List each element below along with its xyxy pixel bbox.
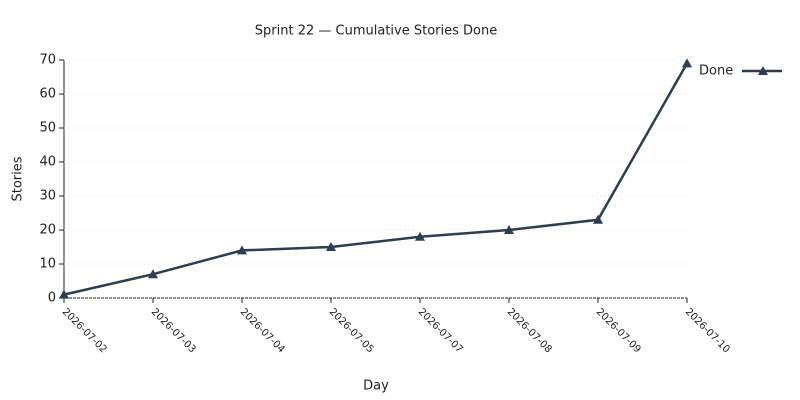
chart-title: Sprint 22 — Cumulative Stories Done bbox=[255, 24, 497, 39]
marker bbox=[59, 289, 69, 299]
y-tick-label: 40 bbox=[39, 155, 56, 170]
marker bbox=[504, 225, 514, 234]
legend-label: Done bbox=[699, 64, 733, 79]
y-tick-label: 60 bbox=[39, 87, 56, 102]
x-tick-label: 2026-07-02 bbox=[60, 306, 109, 355]
x-axis-label: Day bbox=[363, 379, 389, 394]
x-tick-label: 2026-07-07 bbox=[416, 306, 465, 355]
x-tick-label: 2026-07-05 bbox=[327, 306, 376, 355]
y-tick-label: 10 bbox=[39, 257, 56, 272]
y-tick-label: 50 bbox=[39, 121, 56, 136]
y-tick-label: 0 bbox=[48, 291, 56, 306]
y-tick-label: 20 bbox=[39, 223, 56, 238]
x-tick-label: 2026-07-03 bbox=[149, 306, 198, 355]
x-tick-label: 2026-07-04 bbox=[238, 306, 287, 355]
y-axis-label: Stories bbox=[11, 156, 26, 201]
x-tick-label: 2026-07-10 bbox=[683, 306, 732, 355]
marker bbox=[415, 231, 425, 241]
x-tick-label: 2026-07-08 bbox=[505, 306, 554, 355]
marker bbox=[682, 58, 692, 68]
line bbox=[63, 62, 689, 296]
x-tick-label: 2026-07-09 bbox=[594, 306, 643, 355]
y-tick-label: 70 bbox=[39, 53, 56, 68]
marker bbox=[326, 242, 336, 251]
y-tick-label: 30 bbox=[39, 189, 56, 204]
legend-marker bbox=[758, 66, 768, 75]
marker bbox=[148, 269, 158, 279]
marker bbox=[237, 245, 247, 255]
marker bbox=[593, 214, 603, 224]
